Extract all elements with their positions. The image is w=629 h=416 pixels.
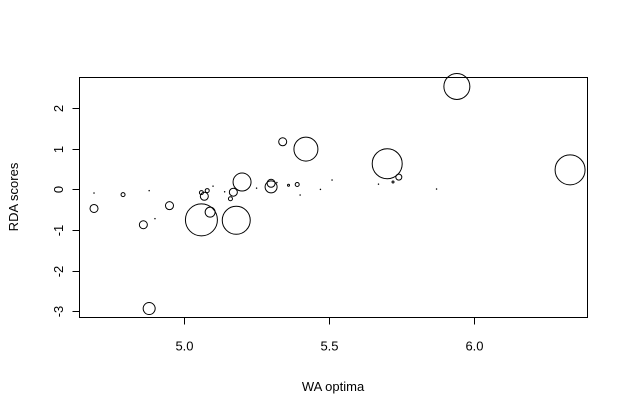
data-point <box>93 192 95 194</box>
data-point <box>89 203 99 213</box>
data-point <box>221 205 251 235</box>
y-axis-label: RDA scores <box>6 162 21 231</box>
data-point <box>293 136 319 162</box>
data-point <box>264 180 278 194</box>
data-point <box>331 179 333 181</box>
data-point <box>154 217 156 220</box>
data-point <box>228 187 238 197</box>
data-point <box>319 188 322 191</box>
y-tick-label: 0 <box>51 186 66 193</box>
x-axis-label: WA optima <box>302 379 365 394</box>
data-point <box>377 183 380 185</box>
data-point <box>395 173 403 181</box>
data-point <box>120 192 126 198</box>
data-point <box>232 172 252 192</box>
data-point <box>199 191 209 201</box>
data-point <box>294 181 300 187</box>
data-point <box>148 189 150 192</box>
x-axis: 5.0 5.5 6.0 <box>175 317 484 354</box>
data-point <box>371 148 403 180</box>
data-point <box>223 191 226 193</box>
y-tick-label: 2 <box>51 105 66 112</box>
plot-frame <box>79 77 588 318</box>
data-points <box>89 72 586 316</box>
y-tick-label: 1 <box>51 146 66 153</box>
data-point <box>204 206 216 218</box>
data-point <box>443 72 471 100</box>
data-point <box>138 220 148 230</box>
data-point <box>184 203 218 237</box>
y-axis: -3 -2 -1 0 1 2 <box>51 105 80 317</box>
x-tick-label: 5.5 <box>320 339 338 354</box>
y-tick-label: -3 <box>51 306 66 318</box>
data-point <box>212 185 214 187</box>
data-point <box>255 187 258 189</box>
data-point <box>204 188 210 194</box>
y-tick-label: -2 <box>51 266 66 278</box>
data-point <box>142 302 156 316</box>
data-point <box>164 201 174 211</box>
data-point <box>278 137 288 147</box>
data-point <box>276 181 278 184</box>
y-tick-label: -1 <box>51 225 66 237</box>
data-point <box>554 154 586 186</box>
x-tick-label: 5.0 <box>175 339 193 354</box>
x-tick-label: 6.0 <box>465 339 483 354</box>
data-point <box>227 196 233 202</box>
data-point <box>391 180 395 184</box>
data-point <box>299 194 301 196</box>
data-point <box>266 178 276 188</box>
data-point <box>435 188 438 190</box>
data-point <box>287 183 291 187</box>
